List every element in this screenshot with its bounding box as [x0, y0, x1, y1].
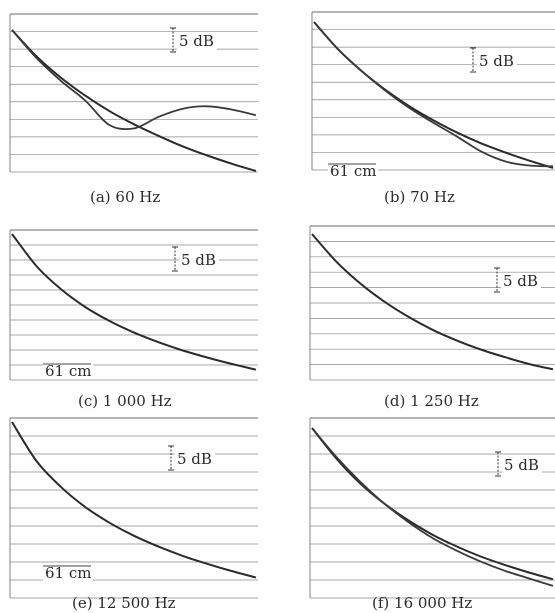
panel-d-db-label: 5 dB — [503, 272, 538, 290]
panel-b-series-1-line — [313, 21, 554, 169]
panel-d: 5 dB (d) 1 250 Hz — [309, 225, 555, 410]
panel-c-db-label: 5 dB — [181, 251, 216, 269]
panel-b-caption: (b) 70 Hz — [384, 188, 455, 206]
panel-f-series-2-line — [311, 427, 554, 587]
panel-b-series-2-line — [313, 21, 554, 168]
panel-b: 5 dB 61 cm (b) 70 Hz — [311, 11, 555, 206]
panel-b-db-label: 5 dB — [479, 52, 514, 70]
panel-b-length-label: 61 cm — [330, 162, 376, 180]
panel-e-db-label: 5 dB — [177, 450, 212, 468]
panel-f-db-label: 5 dB — [504, 456, 539, 474]
panel-f-series-1-line — [311, 427, 554, 581]
panel-c-caption: (c) 1 000 Hz — [78, 392, 172, 410]
panel-a-scale-label-backing — [177, 33, 217, 50]
panel-e-series-1-line — [11, 421, 257, 579]
panel-a: 5 dB (a) 60 Hz — [9, 13, 258, 206]
panel-a-series-2-line — [11, 29, 257, 131]
panel-c-length-label-backing — [43, 363, 93, 379]
panel-e-length-label-backing — [43, 565, 93, 581]
panel-e-scale-label-backing — [175, 451, 215, 468]
panel-f-caption: (f) 16 000 Hz — [372, 594, 472, 612]
panel-c-length-label: 61 cm — [45, 362, 91, 380]
panel-b-scale-label-backing — [477, 53, 517, 70]
panel-e-length-label: 61 cm — [45, 564, 91, 582]
panel-a-caption: (a) 60 Hz — [90, 188, 160, 206]
panel-b-length-label-backing — [328, 163, 378, 179]
panel-d-series-1-line — [311, 233, 554, 371]
panel-c-series-1-line — [11, 233, 257, 371]
panel-d-scale-label-backing — [501, 273, 541, 290]
panel-c-scale-label-backing — [179, 252, 219, 269]
panel-e: 5 dB 61 cm (e) 12 500 Hz — [9, 417, 258, 612]
panel-e-caption: (e) 12 500 Hz — [72, 594, 176, 612]
panel-a-db-label: 5 dB — [179, 32, 214, 50]
panel-d-caption: (d) 1 250 Hz — [384, 392, 479, 410]
panel-f: 5 dB (f) 16 000 Hz — [309, 417, 555, 612]
panel-c: 5 dB 61 cm (c) 1 000 Hz — [9, 229, 258, 410]
panel-a-series-1-line — [11, 29, 257, 172]
panel-f-scale-label-backing — [502, 457, 542, 474]
